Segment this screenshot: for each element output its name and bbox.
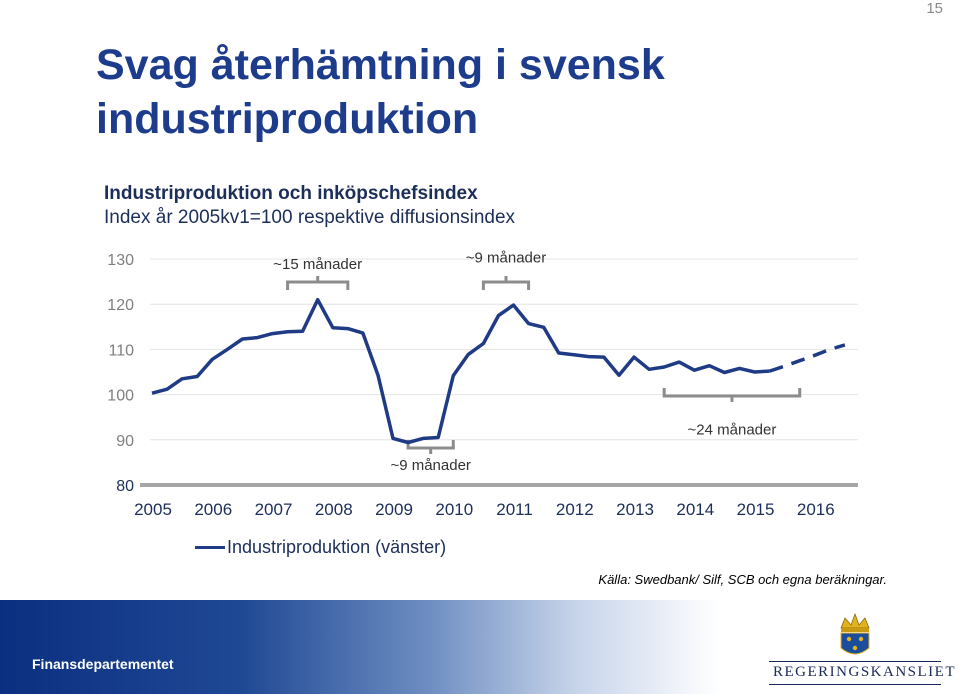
- legend: Industriproduktion (vänster): [195, 537, 446, 558]
- source-note: Källa: Swedbank/ Silf, SCB och egna berä…: [598, 572, 887, 587]
- annotation-bracket: [286, 276, 350, 290]
- y-tick-label: 80: [116, 478, 134, 495]
- x-tick-label: 2010: [435, 500, 473, 519]
- series-line-forecast: [769, 343, 846, 373]
- x-tick-label: 2007: [255, 500, 293, 519]
- x-tick-label: 2005: [134, 500, 172, 519]
- annotation-label: ~9 månader: [390, 457, 470, 474]
- logo-text: REGERINGSKANSLIET: [773, 664, 956, 680]
- x-tick-label: 2016: [797, 500, 835, 519]
- source-label: Källa: [598, 572, 628, 587]
- annotation-label: ~24 månader: [688, 421, 777, 438]
- source-text: : Swedbank/ Silf, SCB och egna beräkning…: [627, 572, 887, 587]
- y-tick-label: 120: [107, 297, 134, 314]
- x-tick-label: 2012: [556, 500, 594, 519]
- x-tick-label: 2015: [737, 500, 775, 519]
- x-tick-label: 2009: [375, 500, 413, 519]
- x-tick-label: 2006: [194, 500, 232, 519]
- series-line-industriproduktion: [151, 297, 770, 445]
- y-tick-label: 110: [108, 342, 134, 359]
- annotation-label: ~9 månader: [466, 250, 546, 267]
- x-tick-label: 2011: [496, 500, 533, 519]
- footer-label: Finansdepartementet: [32, 656, 174, 672]
- page-number: 15: [926, 0, 943, 17]
- chart-title: Industriproduktion och inköpschefsindex: [104, 183, 478, 204]
- y-tick-label: 100: [107, 388, 134, 405]
- logo-rule-top: [769, 661, 941, 662]
- chart-subtitle: Index år 2005kv1=100 respektive diffusio…: [104, 207, 516, 228]
- logo-rule-bottom: [769, 684, 941, 685]
- annotation-bracket: [481, 276, 531, 290]
- x-tick-label: 2013: [616, 500, 654, 519]
- slide-title: Svag återhämtning i svensk industriprodu…: [96, 41, 665, 143]
- x-tick-label: 2008: [315, 500, 353, 519]
- y-tick-label: 90: [116, 433, 134, 450]
- government-logo: REGERINGSKANSLIET: [765, 608, 956, 688]
- legend-swatch: [195, 546, 225, 549]
- x-tick-label: 2014: [676, 500, 714, 519]
- annotation-label: ~15 månader: [273, 256, 362, 273]
- y-tick-label: 130: [107, 252, 134, 269]
- annotation-bracket: [662, 388, 802, 402]
- crown-emblem-icon: [840, 612, 870, 655]
- legend-label: Industriproduktion (vänster): [227, 537, 447, 557]
- footer-banner: Finansdepartementet REGERINGSKANSLIET: [0, 600, 959, 694]
